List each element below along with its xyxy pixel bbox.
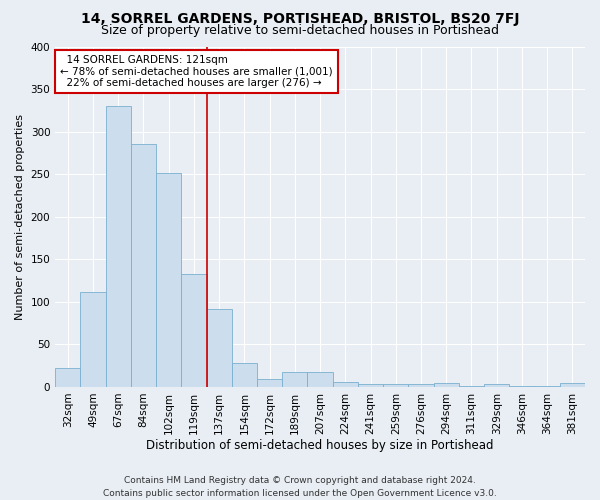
Bar (307, 372, 332, 387)
Bar (409, 384, 434, 387)
Bar (332, 382, 358, 387)
Bar (484, 384, 509, 387)
Bar (181, 274, 206, 387)
Bar (282, 372, 307, 387)
Bar (257, 380, 282, 387)
Bar (560, 382, 585, 387)
Bar (55, 368, 80, 387)
Bar (535, 386, 560, 387)
Bar (106, 106, 131, 387)
Y-axis label: Number of semi-detached properties: Number of semi-detached properties (15, 114, 25, 320)
Bar (459, 386, 484, 387)
Bar (131, 144, 156, 387)
Bar (434, 382, 459, 387)
Bar (156, 174, 181, 387)
Text: Contains HM Land Registry data © Crown copyright and database right 2024.
Contai: Contains HM Land Registry data © Crown c… (103, 476, 497, 498)
Text: 14 SORREL GARDENS: 121sqm
← 78% of semi-detached houses are smaller (1,001)
  22: 14 SORREL GARDENS: 121sqm ← 78% of semi-… (61, 55, 333, 88)
Bar (232, 363, 257, 387)
Bar (383, 384, 409, 387)
X-axis label: Distribution of semi-detached houses by size in Portishead: Distribution of semi-detached houses by … (146, 440, 494, 452)
Bar (206, 308, 232, 387)
Bar (80, 292, 106, 387)
Text: Size of property relative to semi-detached houses in Portishead: Size of property relative to semi-detach… (101, 24, 499, 37)
Bar (358, 384, 383, 387)
Text: 14, SORREL GARDENS, PORTISHEAD, BRISTOL, BS20 7FJ: 14, SORREL GARDENS, PORTISHEAD, BRISTOL,… (81, 12, 519, 26)
Bar (509, 386, 535, 387)
